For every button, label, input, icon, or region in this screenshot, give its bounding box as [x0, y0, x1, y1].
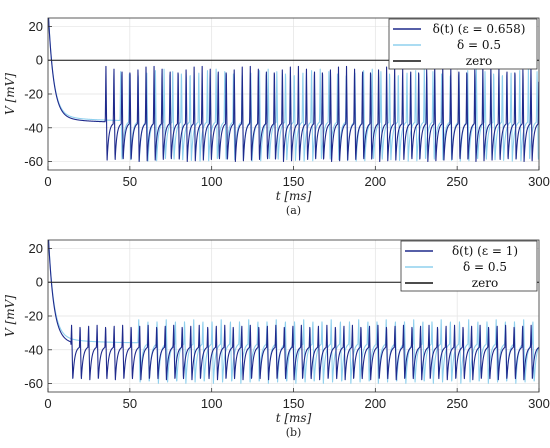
panel-b-y-tick-label-4: -60 — [24, 376, 43, 391]
panel-a-y-axis-label: V [mV] — [3, 73, 17, 115]
panel-a-legend: δ(t) (ε = 0.658) δ = 0.5 zero — [388, 18, 538, 70]
panel-b-y-tick-label-3: -40 — [24, 342, 43, 357]
panel-b-x-axis-label: t [ms] — [276, 411, 312, 425]
panel-a-x-axis-label: t [ms] — [276, 189, 312, 203]
panel-b-y-tick-label-0: 20 — [29, 241, 43, 256]
panel-b-x-tick-label-6: 300 — [528, 396, 550, 411]
panel-a-x-tick-label-5: 250 — [446, 174, 468, 189]
panel-a-y-tick-label-1: 0 — [36, 53, 43, 68]
panel-a-x-tick-label-4: 200 — [364, 174, 386, 189]
panel-b-legend-label-2: δ = 0.5 — [463, 260, 507, 274]
panel-b-legend: δ(t) (ε = 1) δ = 0.5 zero — [400, 240, 538, 292]
panel-b-x-tick-label-1: 50 — [123, 396, 137, 411]
panel-b-x-tick-label-2: 100 — [201, 396, 223, 411]
panel-a-y-tick-label-2: -20 — [24, 87, 43, 102]
panel-b-legend-label-1: δ(t) (ε = 1) — [452, 244, 518, 258]
panel-a-x-tick-label-3: 150 — [283, 174, 305, 189]
panel-b-legend-label-3: zero — [472, 276, 498, 290]
panel-b-caption: (b) — [286, 426, 302, 439]
panel-b-series-1-line — [48, 240, 539, 381]
panel-b-x-tick-label-5: 250 — [446, 396, 468, 411]
panel-a-y-tick-label-4: -60 — [24, 154, 43, 169]
panel-b-x-tick-label-3: 150 — [283, 396, 305, 411]
panel-a-series-1-line — [48, 18, 539, 163]
panel-a-legend-label-1: δ(t) (ε = 0.658) — [433, 22, 526, 36]
panel-a-x-tick-label-1: 50 — [123, 174, 137, 189]
panel-a-legend-label-3: zero — [466, 54, 492, 68]
panel-b-x-tick-label-4: 200 — [364, 396, 386, 411]
panel-a-y-tick-label-3: -40 — [24, 120, 43, 135]
panel-a-x-tick-label-6: 300 — [528, 174, 550, 189]
panel-b-x-tick-label-0: 0 — [44, 396, 51, 411]
panel-a-x-tick-label-2: 100 — [201, 174, 223, 189]
panel-b-y-tick-label-2: -20 — [24, 309, 43, 324]
panel-a-legend-label-2: δ = 0.5 — [457, 38, 501, 52]
panel-a-caption: (a) — [286, 204, 301, 217]
panel-a-x-tick-label-0: 0 — [44, 174, 51, 189]
panel-b-y-axis-label: V [mV] — [3, 295, 17, 337]
panel-a-y-tick-label-0: 20 — [29, 19, 43, 34]
panel-b-y-tick-label-1: 0 — [36, 275, 43, 290]
